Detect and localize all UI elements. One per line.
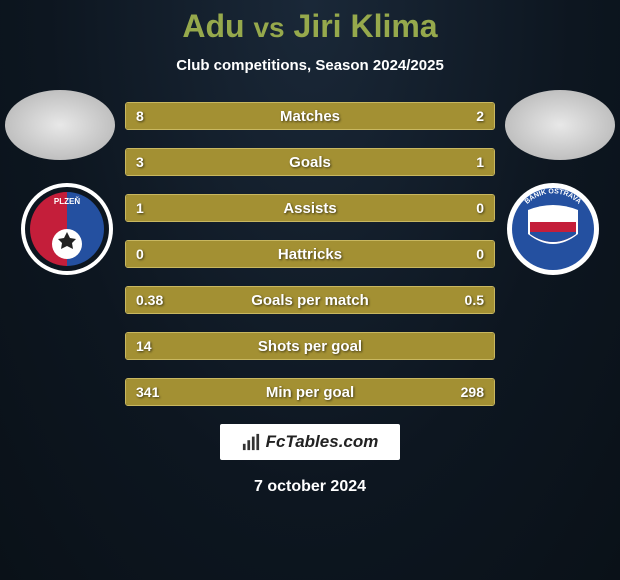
stat-row: 0.38Goals per match0.5	[125, 286, 495, 314]
stat-value-right: 0	[466, 195, 494, 221]
stat-label: Goals	[126, 149, 494, 175]
stat-label: Assists	[126, 195, 494, 221]
stat-label: Matches	[126, 103, 494, 129]
brand-label: FcTables.com	[266, 432, 379, 452]
club-badge-right: BANÍK OSTRAVA	[506, 182, 600, 276]
stat-value-right: 298	[451, 379, 494, 405]
stat-value-right: 1	[466, 149, 494, 175]
stat-value-right	[474, 333, 494, 359]
player1-name: Adu	[182, 8, 244, 44]
stat-label: Min per goal	[126, 379, 494, 405]
stat-row: 3Goals1	[125, 148, 495, 176]
stat-row: 0Hattricks0	[125, 240, 495, 268]
chart-icon	[242, 433, 260, 451]
vs-label: vs	[253, 12, 284, 43]
stat-row: 341Min per goal298	[125, 378, 495, 406]
stat-row: 8Matches2	[125, 102, 495, 130]
stat-label: Shots per goal	[126, 333, 494, 359]
club-badge-left: PLZEŇ	[20, 182, 114, 276]
stat-label: Goals per match	[126, 287, 494, 313]
stat-row: 1Assists0	[125, 194, 495, 222]
viktoria-plzen-crest-icon: PLZEŇ	[20, 182, 114, 276]
header: Adu vs Jiri Klima Club competitions, Sea…	[0, 0, 620, 74]
page-title: Adu vs Jiri Klima	[0, 8, 620, 45]
svg-text:PLZEŇ: PLZEŇ	[54, 197, 80, 206]
player2-silhouette	[505, 90, 615, 160]
stat-value-right: 0.5	[455, 287, 494, 313]
stat-value-right: 0	[466, 241, 494, 267]
stat-value-right: 2	[466, 103, 494, 129]
brand-box: FcTables.com	[220, 424, 401, 460]
stat-label: Hattricks	[126, 241, 494, 267]
comparison-bars: 8Matches23Goals11Assists00Hattricks00.38…	[125, 102, 495, 406]
footer: FcTables.com 7 october 2024	[0, 424, 620, 496]
player1-silhouette	[5, 90, 115, 160]
banik-ostrava-crest-icon: BANÍK OSTRAVA	[506, 182, 600, 276]
stat-row: 14Shots per goal	[125, 332, 495, 360]
player2-name: Jiri Klima	[294, 8, 438, 44]
date-label: 7 october 2024	[0, 478, 620, 496]
subtitle: Club competitions, Season 2024/2025	[0, 57, 620, 74]
comparison-content: PLZEŇ BANÍK OSTRAVA 8Matches23Goals11Ass…	[0, 102, 620, 406]
